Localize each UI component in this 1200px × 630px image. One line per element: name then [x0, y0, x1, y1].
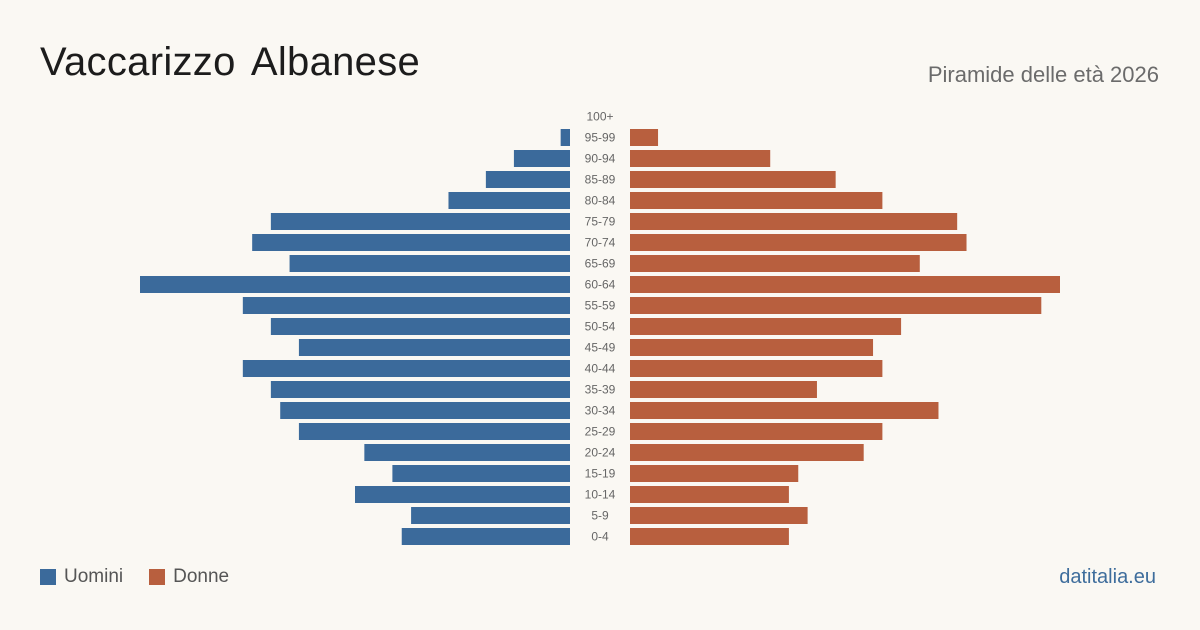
- age-label-50-54: 50-54: [585, 320, 616, 334]
- bar-women-10-14[interactable]: [630, 486, 789, 503]
- bar-women-50-54[interactable]: [630, 318, 902, 335]
- age-label-10-14: 10-14: [585, 488, 616, 502]
- age-label-45-49: 45-49: [585, 341, 616, 355]
- bar-men-65-69[interactable]: [289, 255, 570, 272]
- age-label-15-19: 15-19: [585, 467, 616, 481]
- bar-women-45-49[interactable]: [630, 339, 874, 356]
- legend-swatch-men: [40, 569, 56, 585]
- age-label-35-39: 35-39: [585, 383, 616, 397]
- age-label-25-29: 25-29: [585, 425, 616, 439]
- age-label-70-74: 70-74: [585, 236, 616, 250]
- bar-men-10-14[interactable]: [355, 486, 570, 503]
- chart-subtitle: Piramide delle età 2026: [927, 62, 1159, 87]
- age-label-75-79: 75-79: [585, 215, 616, 229]
- age-label-40-44: 40-44: [585, 362, 616, 376]
- bar-women-95-99[interactable]: [630, 129, 659, 146]
- bar-men-30-34[interactable]: [280, 402, 570, 419]
- bar-men-95-99[interactable]: [560, 129, 570, 146]
- age-label-60-64: 60-64: [585, 278, 616, 292]
- bar-men-50-54[interactable]: [270, 318, 570, 335]
- bar-women-5-9[interactable]: [630, 507, 808, 524]
- bar-women-0-4[interactable]: [630, 528, 789, 545]
- bar-men-25-29[interactable]: [298, 423, 570, 440]
- bar-men-90-94[interactable]: [513, 150, 570, 167]
- bar-women-90-94[interactable]: [630, 150, 771, 167]
- age-label-5-9: 5-9: [591, 509, 609, 523]
- bar-women-35-39[interactable]: [630, 381, 817, 398]
- age-label-85-89: 85-89: [585, 173, 616, 187]
- legend-label-women: Donne: [173, 566, 230, 587]
- bar-women-60-64[interactable]: [630, 276, 1060, 293]
- bar-men-85-89[interactable]: [485, 171, 570, 188]
- legend: Uomini Donne: [40, 566, 255, 588]
- bar-women-80-84[interactable]: [630, 192, 883, 209]
- age-label-95-99: 95-99: [585, 131, 616, 145]
- chart-title: Vaccarizzo Albanese: [40, 40, 421, 84]
- age-label-90-94: 90-94: [585, 152, 616, 166]
- bar-men-5-9[interactable]: [411, 507, 570, 524]
- bar-men-0-4[interactable]: [401, 528, 570, 545]
- bar-women-30-34[interactable]: [630, 402, 939, 419]
- age-label-30-34: 30-34: [585, 404, 616, 418]
- age-label-55-59: 55-59: [585, 299, 616, 313]
- bar-women-40-44[interactable]: [630, 360, 883, 377]
- bar-men-20-24[interactable]: [364, 444, 570, 461]
- age-label-100-plus: 100+: [586, 110, 613, 124]
- age-label-0-4: 0-4: [591, 530, 609, 544]
- bar-men-80-84[interactable]: [448, 192, 570, 209]
- bar-women-75-79[interactable]: [630, 213, 958, 230]
- legend-label-men: Uomini: [64, 566, 124, 587]
- age-label-65-69: 65-69: [585, 257, 616, 271]
- bar-men-70-74[interactable]: [252, 234, 570, 251]
- bar-men-55-59[interactable]: [242, 297, 570, 314]
- legend-item-women: Donne: [149, 566, 229, 588]
- source-link[interactable]: datitalia.eu: [1059, 566, 1156, 588]
- bar-women-55-59[interactable]: [630, 297, 1042, 314]
- age-label-80-84: 80-84: [585, 194, 616, 208]
- bar-men-75-79[interactable]: [270, 213, 570, 230]
- bar-women-65-69[interactable]: [630, 255, 920, 272]
- bar-men-45-49[interactable]: [298, 339, 570, 356]
- bar-men-15-19[interactable]: [392, 465, 570, 482]
- age-label-20-24: 20-24: [585, 446, 616, 460]
- bar-women-85-89[interactable]: [630, 171, 836, 188]
- bar-women-70-74[interactable]: [630, 234, 967, 251]
- bar-men-60-64[interactable]: [140, 276, 570, 293]
- bar-women-20-24[interactable]: [630, 444, 864, 461]
- bar-women-25-29[interactable]: [630, 423, 883, 440]
- legend-swatch-women: [149, 569, 166, 585]
- bar-women-15-19[interactable]: [630, 465, 799, 482]
- bar-men-40-44[interactable]: [242, 360, 570, 377]
- legend-item-men: Uomini: [40, 566, 123, 588]
- bar-men-35-39[interactable]: [270, 381, 570, 398]
